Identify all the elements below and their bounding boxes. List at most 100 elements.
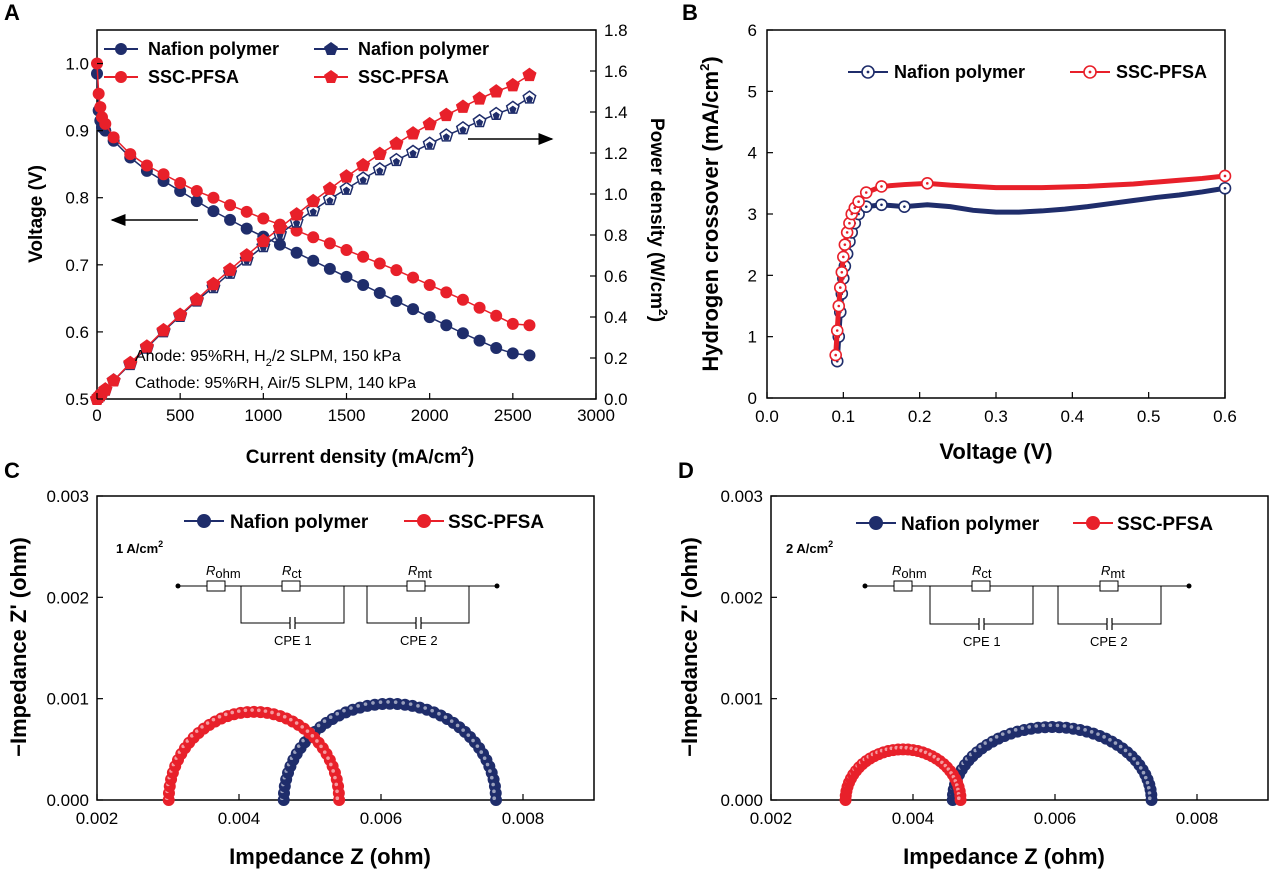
data-point [440, 286, 453, 299]
label-cpe1: CPE 1 [274, 633, 312, 648]
y-axis-tick-label: 0.001 [720, 690, 763, 709]
data-point-fill [426, 141, 434, 149]
data-point [490, 309, 503, 322]
y2-axis-tick-label: 0.8 [604, 226, 628, 245]
data-point [92, 87, 105, 100]
data-point-dot [864, 205, 868, 208]
x-axis-tick-label: 0.2 [908, 407, 932, 426]
data-point-highlight [1069, 725, 1074, 729]
data-point [506, 347, 519, 360]
data-point [173, 307, 188, 321]
y2-axis-tick-label: 0.2 [604, 349, 628, 368]
data-point [323, 262, 336, 275]
y2-axis-tick-label: 0.0 [604, 390, 628, 409]
data-point-highlight [492, 789, 496, 794]
x-axis-tick-label: 2000 [411, 406, 449, 425]
y-axis-tick-label: 4 [748, 144, 757, 163]
legend-label: SSC-PFSA [148, 67, 239, 87]
data-point [456, 327, 469, 340]
data-point-highlight [1041, 723, 1046, 728]
data-point-highlight [1007, 730, 1011, 734]
data-point-highlight [485, 762, 490, 767]
data-point-highlight [461, 728, 465, 732]
panel-a-polarization-chart: 0 500 1000 1500 2000 2500 3000 0.5 0.6 0.7 0.8 0.9 1… [26, 21, 670, 468]
data-point-highlight [1141, 770, 1146, 775]
panel-label-b: B [682, 0, 698, 25]
legend-marker [115, 43, 127, 55]
y-axis-tick-label: 0.9 [65, 122, 89, 141]
y-axis-tick-label: 0.8 [65, 189, 89, 208]
x-axis-tick-label: 0.004 [892, 809, 935, 828]
resistor-ct [971, 580, 991, 592]
data-point-highlight [1118, 744, 1123, 749]
data-point [357, 278, 370, 291]
data-point [224, 213, 237, 226]
anode-condition: Anode: 95%RH, H2/2 SLPM, 150 kPa [135, 348, 401, 369]
data-point-highlight [294, 721, 299, 725]
y-axis-tick-label: 1 [748, 328, 757, 347]
data-point-highlight [326, 756, 330, 760]
data-point [439, 107, 454, 122]
plot-frame [770, 495, 1269, 801]
data-point-highlight [1135, 761, 1140, 766]
data-point-highlight [230, 710, 235, 715]
data-point-dot [840, 270, 844, 274]
legend: Nafion polymer SSC-PFSA [856, 514, 1213, 535]
data-point-fill [442, 133, 450, 141]
data-point-highlight [305, 729, 310, 733]
capacitor-gap [290, 622, 295, 624]
label-r-ohm: Rohm [892, 563, 927, 581]
data-point [272, 220, 288, 234]
data-point-highlight [315, 739, 319, 743]
y-axis-tick-label: 0.5 [65, 390, 89, 409]
y-axis-tick-label: 0.7 [65, 256, 89, 275]
legend-entry-nafion: Nafion polymer [856, 514, 1040, 535]
data-point-highlight [316, 723, 321, 728]
data-point-highlight [919, 748, 923, 753]
current-condition: 2 A/cm2 [786, 539, 833, 556]
label-r-ct: Rct [972, 563, 992, 581]
y-axis-tick-label: 0.000 [46, 791, 89, 810]
legend: Nafion polymer SSC-PFSA [184, 512, 544, 533]
data-point-highlight [899, 745, 904, 750]
data-point-highlight [479, 750, 484, 754]
data-point-highlight [1102, 735, 1106, 739]
data-point-dot [834, 353, 837, 357]
legend-marker [197, 514, 211, 528]
x-axis-tick-label: 0.002 [750, 809, 793, 828]
y-axis-tick-label: 0 [748, 389, 757, 408]
data-point-highlight [1108, 737, 1112, 742]
data-point-fill [475, 118, 484, 126]
data-point-highlight [1013, 728, 1018, 732]
data-point-highlight [371, 701, 375, 705]
y-axis-tick-label: 0.002 [720, 588, 763, 607]
data-point [189, 292, 204, 306]
data-point-highlight [1138, 766, 1143, 770]
data-point-highlight [430, 708, 434, 713]
capacitor-gap [979, 623, 984, 625]
cpe2-branch [366, 586, 470, 624]
data-point-dot [837, 304, 841, 308]
x-axis-tick-label: 0.006 [360, 809, 403, 828]
data-point-highlight [1113, 741, 1118, 745]
data-point-highlight [300, 725, 304, 729]
cpe1-branch [929, 586, 1034, 625]
data-point-dot [835, 329, 839, 332]
data-point [273, 238, 286, 251]
x-axis-tick-label: 0.008 [502, 809, 545, 828]
legend-marker [869, 516, 883, 530]
data-point [472, 91, 487, 105]
label-r-ohm: Rohm [206, 563, 241, 581]
data-point-highlight [223, 712, 228, 717]
y-axis-tick-label: 1.0 [65, 55, 89, 74]
y2-axis-tick-label: 1.4 [604, 103, 628, 122]
data-point-highlight [449, 719, 454, 723]
data-point-highlight [978, 744, 982, 749]
y-axis-tick-label: 0.002 [46, 588, 89, 607]
data-point [339, 169, 354, 183]
resistor-ohm [206, 580, 226, 592]
data-point-highlight [236, 709, 241, 713]
data-point [139, 339, 154, 353]
resistor-mt [406, 580, 426, 592]
data-point [322, 181, 337, 195]
